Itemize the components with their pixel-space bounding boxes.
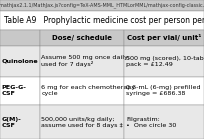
Text: Table A9   Prophylactic medicine cost per person per cycle: Table A9 Prophylactic medicine cost per … — [4, 16, 204, 25]
Text: PEG-G-
CSF: PEG-G- CSF — [2, 85, 27, 96]
Text: 500,000 units/kg daily;
assume used for 8 days ‡: 500,000 units/kg daily; assume used for … — [41, 116, 123, 128]
Bar — [40, 105, 124, 139]
Bar — [0, 0, 204, 11]
Text: Filgrastim:
•  One circle 30: Filgrastim: • One circle 30 — [126, 116, 176, 128]
Bar — [40, 77, 124, 105]
Bar — [0, 46, 40, 77]
Bar — [0, 30, 40, 46]
Bar — [124, 77, 204, 105]
Text: 6 mg for each chemotherapy
cycle: 6 mg for each chemotherapy cycle — [41, 85, 135, 96]
Text: Dose/ schedule: Dose/ schedule — [52, 35, 112, 41]
Text: Cost per vial/ unit¹: Cost per vial/ unit¹ — [127, 34, 201, 41]
Text: file:///mathjax2.1.1/MathJax.js?config=TeX-AMS-MML_HTMLorMML/mathjax-config-clas: file:///mathjax2.1.1/MathJax.js?config=T… — [0, 3, 204, 8]
Text: G(M)-
CSF: G(M)- CSF — [2, 116, 21, 128]
Bar — [0, 105, 40, 139]
Bar — [124, 30, 204, 46]
Text: Quinolone: Quinolone — [2, 59, 38, 64]
Text: 500 mg (scored), 10-tab
pack = £12.49: 500 mg (scored), 10-tab pack = £12.49 — [126, 56, 204, 67]
Text: 0.6-mL (6-mg) prefilled
syringe = £686.38: 0.6-mL (6-mg) prefilled syringe = £686.3… — [126, 85, 201, 96]
Bar — [0, 77, 40, 105]
Bar — [40, 30, 124, 46]
Bar — [124, 46, 204, 77]
Bar — [124, 105, 204, 139]
Text: Assume 500 mg once daily;
used for 7 days²: Assume 500 mg once daily; used for 7 day… — [41, 55, 130, 67]
Bar — [40, 46, 124, 77]
Bar — [0, 11, 204, 30]
